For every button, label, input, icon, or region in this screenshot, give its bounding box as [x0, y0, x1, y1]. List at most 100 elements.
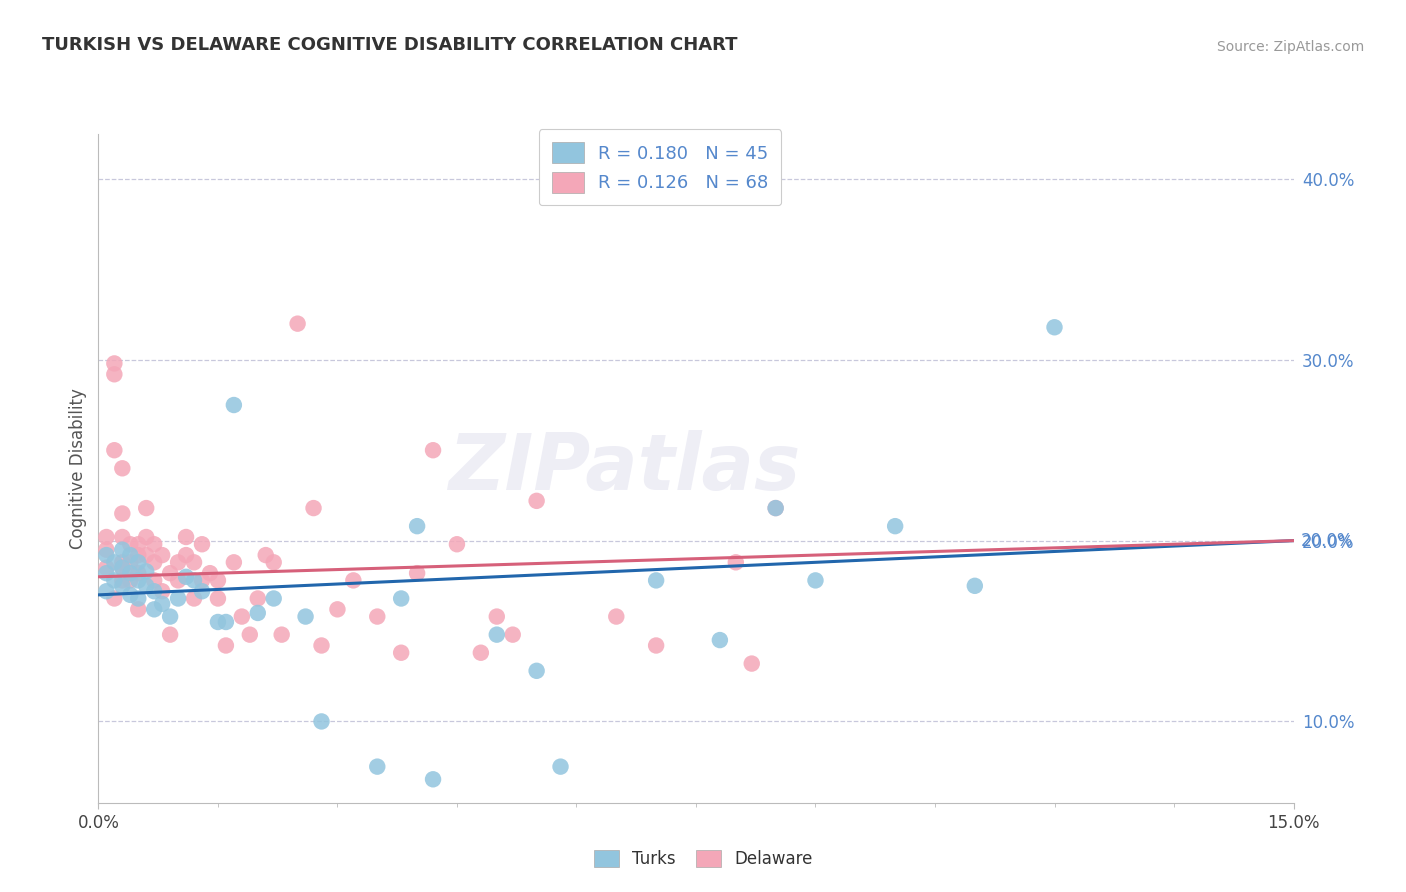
- Point: [326, 602, 349, 616]
- Text: ZIPatlas: ZIPatlas: [449, 430, 800, 507]
- Point: [215, 639, 238, 653]
- Point: [263, 591, 285, 606]
- Point: [103, 555, 125, 569]
- Text: 20.0%: 20.0%: [1301, 532, 1353, 549]
- Point: [96, 566, 118, 581]
- Point: [270, 627, 292, 641]
- Legend: Turks, Delaware: Turks, Delaware: [586, 843, 820, 875]
- Point: [804, 574, 827, 588]
- Point: [605, 609, 627, 624]
- Y-axis label: Cognitive Disability: Cognitive Disability: [69, 388, 87, 549]
- Point: [143, 602, 166, 616]
- Point: [422, 772, 444, 787]
- Point: [111, 507, 134, 521]
- Point: [111, 574, 134, 588]
- Point: [159, 609, 181, 624]
- Point: [470, 646, 492, 660]
- Point: [150, 548, 173, 562]
- Point: [183, 591, 205, 606]
- Point: [1043, 320, 1066, 334]
- Point: [174, 530, 197, 544]
- Point: [120, 548, 142, 562]
- Point: [342, 574, 364, 588]
- Point: [127, 548, 149, 562]
- Point: [174, 548, 197, 562]
- Point: [127, 602, 149, 616]
- Point: [174, 570, 197, 584]
- Point: [127, 566, 149, 581]
- Point: [485, 609, 508, 624]
- Point: [143, 574, 166, 588]
- Point: [111, 560, 134, 574]
- Text: TURKISH VS DELAWARE COGNITIVE DISABILITY CORRELATION CHART: TURKISH VS DELAWARE COGNITIVE DISABILITY…: [42, 36, 738, 54]
- Point: [103, 356, 125, 370]
- Point: [135, 565, 157, 579]
- Point: [724, 555, 747, 569]
- Point: [103, 443, 125, 458]
- Point: [150, 597, 173, 611]
- Point: [191, 574, 214, 588]
- Point: [550, 759, 572, 773]
- Point: [167, 591, 190, 606]
- Point: [135, 530, 157, 544]
- Point: [502, 627, 524, 641]
- Point: [111, 579, 134, 593]
- Point: [135, 548, 157, 562]
- Point: [287, 317, 309, 331]
- Point: [111, 560, 134, 574]
- Point: [111, 555, 134, 569]
- Point: [422, 443, 444, 458]
- Point: [741, 657, 763, 671]
- Point: [183, 555, 205, 569]
- Point: [389, 591, 412, 606]
- Point: [120, 566, 142, 581]
- Point: [406, 566, 429, 581]
- Point: [159, 627, 181, 641]
- Point: [127, 555, 149, 569]
- Point: [254, 548, 277, 562]
- Point: [143, 537, 166, 551]
- Point: [111, 461, 134, 475]
- Point: [191, 584, 214, 599]
- Text: Source: ZipAtlas.com: Source: ZipAtlas.com: [1216, 39, 1364, 54]
- Point: [111, 530, 134, 544]
- Point: [127, 537, 149, 551]
- Point: [645, 639, 668, 653]
- Point: [446, 537, 468, 551]
- Point: [207, 591, 229, 606]
- Point: [120, 588, 142, 602]
- Point: [159, 566, 181, 581]
- Point: [222, 398, 245, 412]
- Point: [246, 591, 269, 606]
- Point: [311, 714, 333, 729]
- Point: [239, 627, 262, 641]
- Point: [231, 609, 253, 624]
- Point: [150, 584, 173, 599]
- Point: [765, 501, 787, 516]
- Point: [485, 627, 508, 641]
- Point: [263, 555, 285, 569]
- Point: [96, 542, 118, 557]
- Point: [389, 646, 412, 660]
- Point: [120, 555, 142, 569]
- Point: [96, 560, 118, 574]
- Point: [366, 759, 388, 773]
- Point: [302, 501, 325, 516]
- Point: [645, 574, 668, 588]
- Point: [222, 555, 245, 569]
- Point: [311, 639, 333, 653]
- Point: [103, 574, 125, 588]
- Point: [103, 591, 125, 606]
- Point: [191, 537, 214, 551]
- Point: [167, 574, 190, 588]
- Point: [103, 368, 125, 382]
- Point: [884, 519, 907, 533]
- Point: [143, 584, 166, 599]
- Point: [167, 555, 190, 569]
- Point: [207, 574, 229, 588]
- Point: [526, 664, 548, 678]
- Legend: R = 0.180   N = 45, R = 0.126   N = 68: R = 0.180 N = 45, R = 0.126 N = 68: [538, 129, 782, 205]
- Point: [215, 615, 238, 629]
- Point: [96, 530, 118, 544]
- Point: [111, 542, 134, 557]
